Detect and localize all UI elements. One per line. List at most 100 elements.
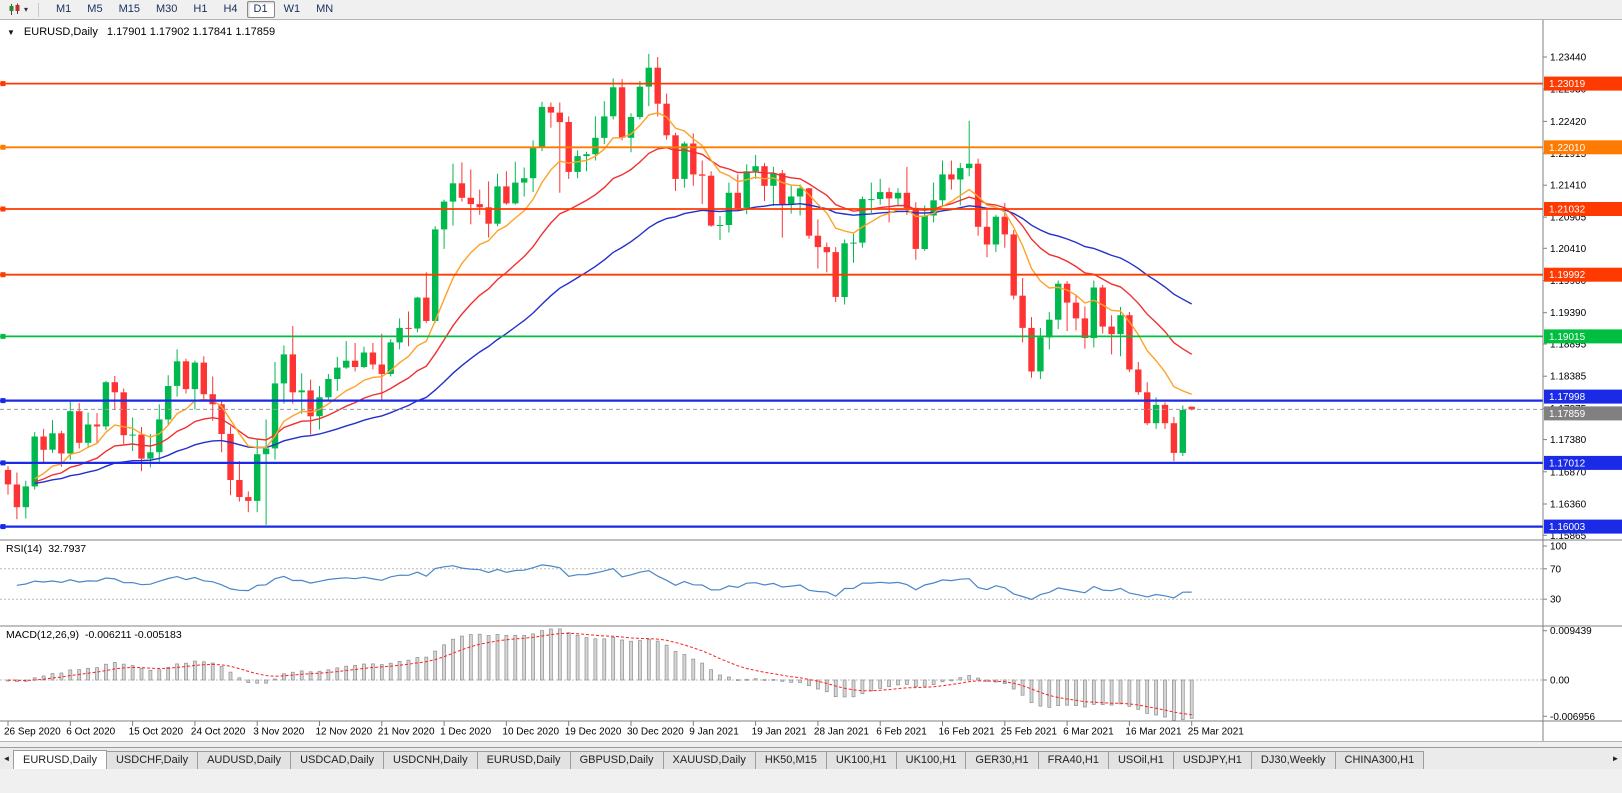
timeframe-button-m5[interactable]: M5 (87, 3, 103, 15)
price-level-label-1.21032[interactable]: 1.21032 (1544, 202, 1622, 216)
timeframe-button-m1[interactable]: M1 (56, 3, 72, 15)
price-level-handle[interactable] (0, 333, 6, 339)
date-label: 25 Mar 2021 (1188, 727, 1245, 738)
price-level-label-1.23019[interactable]: 1.23019 (1544, 76, 1622, 91)
rsi-tick-100: 100 (1550, 542, 1567, 553)
price-level-label-1.16003[interactable]: 1.16003 (1544, 519, 1622, 534)
chart-tab-hk50-m15[interactable]: HK50,M15 (754, 751, 827, 769)
candles-series (4, 53, 1195, 525)
macd-label: MACD(12,26,9) -0.006211 -0.005183 (6, 629, 182, 641)
macd-histogram (6, 628, 1194, 721)
svg-text:1.19015: 1.19015 (1549, 332, 1586, 343)
chart-tab-ger30-h1[interactable]: GER30,H1 (965, 751, 1039, 769)
price-level-handle[interactable] (0, 144, 6, 150)
date-label: 24 Oct 2020 (191, 727, 246, 738)
rsi-tick-30: 30 (1550, 595, 1562, 606)
date-label: 9 Jan 2021 (689, 727, 739, 738)
date-label: 10 Dec 2020 (502, 727, 559, 738)
date-label: 19 Jan 2021 (752, 727, 807, 738)
price-level-label-1.22010[interactable]: 1.22010 (1544, 140, 1622, 155)
chart-tab-usoil-h1[interactable]: USOil,H1 (1107, 751, 1174, 769)
price-tick-1.15865: 1.15865 (1550, 531, 1587, 542)
chart-tab-eurusd-daily[interactable]: EURUSD,Daily (13, 750, 107, 769)
date-label: 6 Feb 2021 (876, 727, 927, 738)
timeframe-button-h1[interactable]: H1 (193, 3, 208, 15)
chart-type-tool[interactable]: ▾ (4, 3, 32, 16)
timeframe-buttons: M1 M5 M15 M30 H1 H4 D1 W1 MN (45, 1, 344, 18)
date-label: 15 Oct 2020 (129, 727, 184, 738)
timeframe-button-d1[interactable]: D1 (246, 1, 275, 18)
tabs-scroll-left-button[interactable]: ◄ (2, 754, 11, 763)
price-tick-1.21410: 1.21410 (1550, 181, 1587, 192)
price-level-label-1.19015[interactable]: 1.19015 (1544, 329, 1622, 344)
price-level-handle[interactable] (0, 460, 6, 466)
price-tick-1.22420: 1.22420 (1550, 117, 1587, 128)
price-tick-1.17380: 1.17380 (1550, 435, 1587, 446)
chart-tab-usdjpy-h1[interactable]: USDJPY,H1 (1172, 751, 1252, 769)
price-tick-1.16360: 1.16360 (1550, 500, 1587, 511)
price-level-handle[interactable] (0, 206, 6, 212)
chevron-down-icon: ▾ (24, 5, 29, 14)
window-footer-space (0, 769, 1622, 793)
price-tick-1.19390: 1.19390 (1550, 308, 1587, 319)
chart-tab-china300-h1[interactable]: CHINA300,H1 (1334, 751, 1425, 769)
macd-values: -0.006211 -0.005183 (84, 629, 182, 641)
chart-tab-uk100-h1[interactable]: UK100,H1 (895, 751, 967, 769)
chart-tab-eurusd-daily[interactable]: EURUSD,Daily (476, 751, 571, 769)
chart-quotes: 1.17901 1.17902 1.17841 1.17859 (106, 26, 276, 38)
date-label: 6 Oct 2020 (66, 727, 115, 738)
chart-tab-uk100-h1[interactable]: UK100,H1 (825, 751, 897, 769)
price-level-handle[interactable] (0, 272, 6, 278)
timeframe-button-mn[interactable]: MN (316, 3, 334, 15)
price-level-label-1.19992[interactable]: 1.19992 (1544, 267, 1622, 282)
toolbar: ▾ M1 M5 M15 M30 H1 H4 D1 W1 MN (0, 0, 1622, 20)
macd-signal-line (7, 632, 1192, 716)
rsi-label: RSI(14) 32.7937 (6, 543, 86, 555)
tabs-scroll-right-button[interactable]: ► (1611, 754, 1620, 763)
price-chart-canvas[interactable]: 1.234401.229301.224201.219151.214101.209… (0, 20, 1622, 741)
rsi-line (16, 564, 1192, 601)
chart-tab-dj30-weekly[interactable]: DJ30,Weekly (1250, 751, 1336, 769)
date-axis: 26 Sep 2020 6 Oct 2020 15 Oct 2020 24 Oct 2… (4, 721, 1244, 738)
chart-tab-audusd-daily[interactable]: AUDUSD,Daily (197, 751, 292, 769)
timeframe-button-m15[interactable]: M15 (118, 3, 140, 15)
price-level-handle[interactable] (0, 524, 6, 530)
chart-tab-gbpusd-daily[interactable]: GBPUSD,Daily (569, 751, 664, 769)
chart-title: ▼ EURUSD,Daily 1.17901 1.17902 1.17841 1… (7, 26, 275, 38)
rsi-value: 32.7937 (48, 543, 87, 555)
chart-symbol-label: EURUSD,Daily (23, 26, 98, 38)
macd-name: MACD(12,26,9) (6, 629, 79, 641)
ma-line-10 (34, 112, 1192, 480)
chart-tab-usdchf-daily[interactable]: USDCHF,Daily (105, 751, 199, 769)
rsi-name: RSI(14) (6, 543, 43, 555)
svg-text:1.17998: 1.17998 (1549, 392, 1586, 403)
macd-tick-0.00: 0.00 (1550, 676, 1570, 687)
date-label: 12 Nov 2020 (316, 727, 373, 738)
chart-scroll-strip[interactable] (0, 741, 1622, 747)
price-level-label-1.17998[interactable]: 1.17998 (1544, 389, 1622, 404)
date-label: 21 Nov 2020 (378, 727, 435, 738)
toolbar-separator (38, 2, 40, 17)
price-level-handle[interactable] (0, 398, 6, 404)
chart-tabs: EURUSD,Daily USDCHF,Daily AUDUSD,Daily USDC… (13, 750, 1609, 769)
timeframe-button-w1[interactable]: W1 (283, 3, 301, 15)
chart-tab-usdcnh-daily[interactable]: USDCNH,Daily (383, 751, 478, 769)
chart-tab-fra40-h1[interactable]: FRA40,H1 (1037, 751, 1109, 769)
svg-text:1.19992: 1.19992 (1549, 270, 1586, 281)
date-label: 26 Sep 2020 (4, 727, 61, 738)
price-tick-1.16870: 1.16870 (1550, 467, 1587, 478)
price-level-handle[interactable] (0, 81, 6, 87)
chart-tab-usdcad-daily[interactable]: USDCAD,Daily (290, 751, 385, 769)
date-label: 1 Dec 2020 (440, 727, 492, 738)
date-label: 30 Dec 2020 (627, 727, 684, 738)
macd-tick--0.006956: -0.006956 (1550, 712, 1595, 723)
price-tick-1.20905: 1.20905 (1550, 213, 1587, 224)
svg-text:1.17859: 1.17859 (1549, 409, 1586, 420)
svg-text:1.17012: 1.17012 (1549, 458, 1586, 469)
timeframe-button-h4[interactable]: H4 (223, 3, 238, 15)
chart-tab-xauusd-daily[interactable]: XAUUSD,Daily (662, 751, 756, 769)
price-level-label-1.17012[interactable]: 1.17012 (1544, 455, 1622, 470)
price-level-label-1.17859[interactable]: 1.17859 (1544, 406, 1622, 421)
window-menu-icon[interactable]: ▼ (7, 28, 15, 37)
timeframe-button-m30[interactable]: M30 (155, 3, 178, 15)
